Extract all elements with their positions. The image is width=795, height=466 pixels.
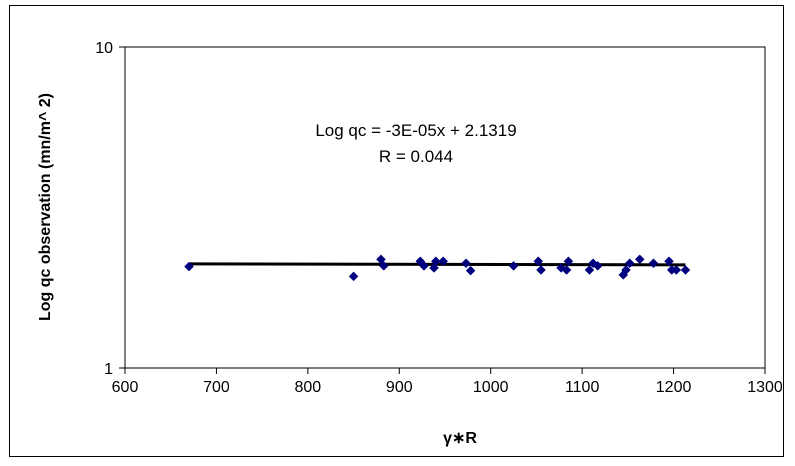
data-point [461, 258, 471, 269]
data-point [533, 256, 544, 267]
x-tick-label: 1000 [473, 379, 509, 396]
y-tick-labels: 1 10 [95, 40, 113, 378]
data-point [438, 256, 449, 267]
equation-annotation: Log qc = -3E-05x + 2.1319 [315, 121, 516, 140]
data-point [465, 265, 476, 276]
data-point [634, 254, 645, 265]
data-point [648, 258, 659, 269]
x-tick-label: 1200 [656, 379, 692, 396]
data-point [680, 265, 691, 275]
x-tick-label: 1300 [747, 379, 783, 396]
x-tick-label: 800 [295, 379, 322, 396]
axes [119, 46, 766, 374]
data-point [671, 265, 682, 275]
data-point [584, 265, 595, 275]
data-point [419, 261, 429, 271]
data-point [664, 256, 674, 267]
data-point [348, 271, 359, 282]
data-points [184, 254, 691, 282]
y-tick-label: 10 [95, 40, 113, 57]
x-tick-label: 700 [203, 379, 230, 396]
y-tick-label: 1 [104, 361, 113, 378]
plot-area-border [124, 46, 766, 369]
r-value-annotation: R = 0.044 [379, 147, 453, 166]
y-axis-title: Log qc observation (mn/m^ 2) [37, 93, 54, 321]
x-tick-label: 900 [386, 379, 413, 396]
data-point [431, 256, 441, 267]
x-tick-label: 1100 [565, 379, 600, 396]
x-tick-label: 600 [112, 379, 139, 396]
chart-frame [9, 5, 784, 457]
data-point [561, 265, 572, 275]
data-point [563, 256, 574, 267]
x-tick-labels: 600 700 800 900 1000 1100 1200 1300 [112, 379, 783, 396]
data-point [621, 265, 631, 275]
data-point [508, 261, 519, 271]
data-point [536, 265, 546, 275]
x-axis-title: γ∗R [443, 430, 477, 447]
data-point [592, 261, 603, 271]
data-point [624, 258, 635, 269]
data-point [378, 261, 389, 271]
data-point [184, 261, 194, 272]
